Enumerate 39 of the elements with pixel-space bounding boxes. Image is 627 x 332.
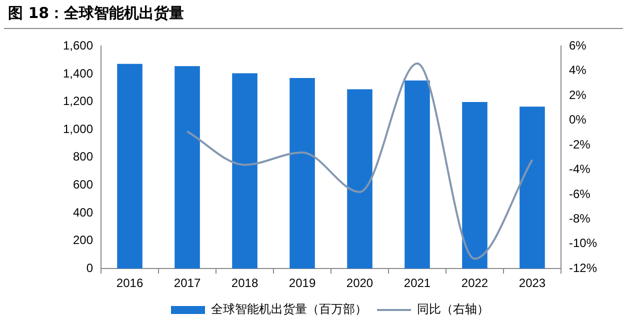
- y-tick-label: 1,000: [63, 122, 94, 136]
- y-tick-label: 1,200: [63, 94, 94, 108]
- y2-tick-label: -8%: [568, 211, 591, 226]
- bar: [462, 102, 488, 269]
- x-tick-label: 2023: [518, 276, 546, 290]
- y-tick-label: 0: [86, 260, 94, 275]
- y-tick-label: 1,600: [63, 38, 94, 53]
- y2-tick-label: -4%: [568, 162, 591, 176]
- bar: [232, 73, 258, 269]
- legend-label: 同比（右轴）: [417, 302, 489, 316]
- bar: [520, 106, 545, 269]
- bar: [347, 89, 372, 269]
- y-tick-label: 600: [73, 178, 94, 192]
- x-tick-label: 2019: [288, 276, 316, 290]
- chart-title: 图 18：全球智能机出货量: [8, 4, 184, 23]
- x-tick-label: 2016: [116, 276, 144, 290]
- bar: [117, 64, 142, 269]
- bar: [404, 80, 430, 269]
- y2-tick-label: -12%: [568, 260, 598, 275]
- x-tick-label: 2017: [174, 276, 201, 290]
- y-tick-label: 400: [73, 205, 94, 220]
- y2-tick-label: 6%: [568, 38, 587, 53]
- y2-tick-label: 4%: [568, 63, 587, 78]
- x-tick-label: 2021: [404, 276, 431, 290]
- y2-tick-label: -2%: [568, 137, 591, 152]
- y2-tick-label: 2%: [568, 88, 587, 102]
- x-tick-label: 2022: [461, 276, 488, 290]
- x-tick-label: 2020: [346, 276, 374, 290]
- bar: [174, 66, 200, 269]
- y2-tick-label: 0%: [568, 112, 587, 127]
- y-tick-label: 1,400: [63, 66, 94, 80]
- line-series: [186, 62, 534, 260]
- x-tick-label: 2018: [231, 276, 258, 290]
- y2-tick-label: -10%: [568, 236, 598, 250]
- bar: [290, 78, 315, 269]
- legend-label: 全球智能机出货量（百万部）: [211, 302, 367, 316]
- y2-tick-label: -6%: [568, 186, 591, 201]
- y-tick-label: 200: [73, 233, 94, 248]
- y-tick-label: 800: [73, 150, 94, 164]
